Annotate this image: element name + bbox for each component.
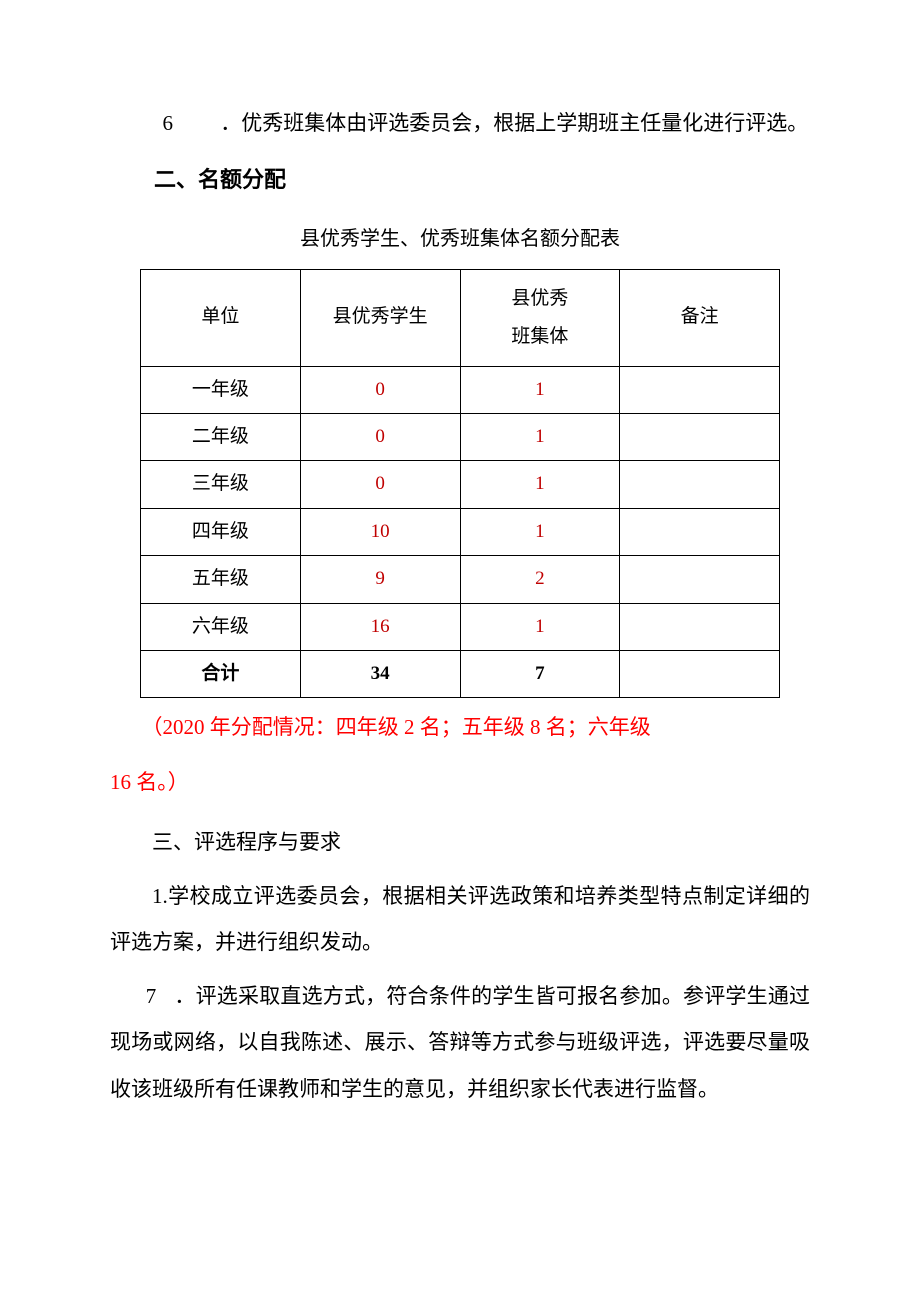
cell-note	[620, 413, 780, 460]
paragraph-text: ．优秀班集体由评选委员会，根据上学期班主任量化进行评选。	[220, 111, 808, 135]
th-students: 县优秀学生	[300, 269, 460, 366]
cell-classes: 1	[460, 603, 620, 650]
cell-grade: 五年级	[141, 556, 301, 603]
cell-total-label: 合计	[141, 650, 301, 697]
table-row: 三年级 0 1	[141, 461, 780, 508]
th-classes: 县优秀 班集体	[460, 269, 620, 366]
table-row: 二年级 0 1	[141, 413, 780, 460]
red-note-line1: （2020 年分配情况：四年级 2 名；五年级 8 名；六年级	[142, 715, 651, 739]
th-note: 备注	[620, 269, 780, 366]
heading-section-2: 二、名额分配	[110, 156, 810, 204]
table-row: 四年级 10 1	[141, 508, 780, 555]
paragraph-text: ．评选采取直选方式，符合条件的学生皆可报名参加。参评学生通过现场或网络，以自我陈…	[110, 984, 810, 1100]
cell-note	[620, 461, 780, 508]
cell-grade: 三年级	[141, 461, 301, 508]
paragraph-3-1: 1.学校成立评选委员会，根据相关评选政策和培养类型特点制定详细的评选方案，并进行…	[110, 873, 810, 965]
paragraph-6: 6 ．优秀班集体由评选委员会，根据上学期班主任量化进行评选。	[110, 100, 810, 146]
table-row: 一年级 0 1	[141, 366, 780, 413]
cell-students: 10	[300, 508, 460, 555]
cell-note	[620, 603, 780, 650]
cell-note	[620, 508, 780, 555]
cell-classes: 2	[460, 556, 620, 603]
red-note-line2: 16 名。）	[110, 770, 189, 794]
table-caption: 县优秀学生、优秀班集体名额分配表	[110, 217, 810, 261]
cell-note	[620, 556, 780, 603]
cell-total-students: 34	[300, 650, 460, 697]
cell-note	[620, 366, 780, 413]
table-row: 六年级 16 1	[141, 603, 780, 650]
cell-total-note	[620, 650, 780, 697]
th-classes-line2: 班集体	[511, 326, 568, 347]
list-number: 7	[110, 973, 156, 1019]
cell-classes: 1	[460, 461, 620, 508]
cell-grade: 一年级	[141, 366, 301, 413]
cell-students: 0	[300, 461, 460, 508]
cell-classes: 1	[460, 413, 620, 460]
cell-grade: 二年级	[141, 413, 301, 460]
paragraph-7: 7 ．评选采取直选方式，符合条件的学生皆可报名参加。参评学生通过现场或网络，以自…	[110, 973, 810, 1112]
cell-grade: 四年级	[141, 508, 301, 555]
red-note-line2-wrap: 16 名。）	[110, 759, 810, 805]
table-header-row: 单位 县优秀学生 县优秀 班集体 备注	[141, 269, 780, 366]
quota-table: 单位 县优秀学生 县优秀 班集体 备注 一年级 0 1 二年级 0 1 三年级 …	[140, 269, 780, 699]
table-total-row: 合计 34 7	[141, 650, 780, 697]
cell-students: 9	[300, 556, 460, 603]
cell-total-classes: 7	[460, 650, 620, 697]
section-3-label: 三、评选程序与要求	[110, 819, 810, 865]
cell-students: 0	[300, 413, 460, 460]
cell-grade: 六年级	[141, 603, 301, 650]
th-unit: 单位	[141, 269, 301, 366]
th-classes-line1: 县优秀	[511, 288, 568, 309]
cell-students: 16	[300, 603, 460, 650]
cell-classes: 1	[460, 508, 620, 555]
cell-students: 0	[300, 366, 460, 413]
table-row: 五年级 9 2	[141, 556, 780, 603]
cell-classes: 1	[460, 366, 620, 413]
list-number: 6	[110, 100, 173, 146]
red-note: （2020 年分配情况：四年级 2 名；五年级 8 名；六年级	[110, 704, 810, 750]
